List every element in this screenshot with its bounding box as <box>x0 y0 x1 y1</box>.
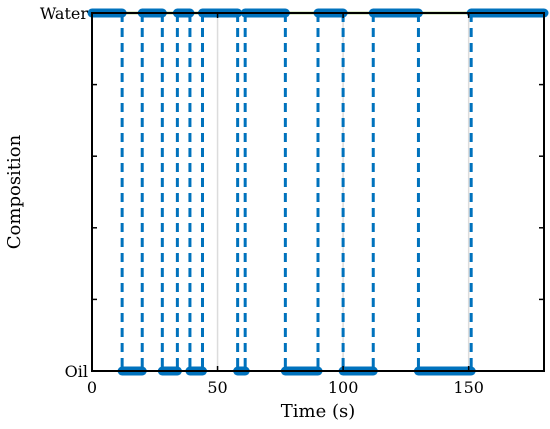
y-axis-label: Composition <box>4 134 25 249</box>
x-tick-label: 150 <box>453 378 484 397</box>
grid-lines <box>216 13 470 371</box>
x-axis-label: Time (s) <box>281 401 356 422</box>
y-category-label: Oil <box>65 362 88 381</box>
x-tick-label: 50 <box>207 378 227 397</box>
plot-area <box>87 8 549 376</box>
x-tick-label: 0 <box>87 378 97 397</box>
tick-labels: 0 50 100 150 Oil Water <box>40 4 484 397</box>
axes-box <box>91 12 545 372</box>
x-tick-label: 100 <box>328 378 359 397</box>
axis-ticks <box>91 13 544 371</box>
y-category-label: Water <box>40 4 88 23</box>
